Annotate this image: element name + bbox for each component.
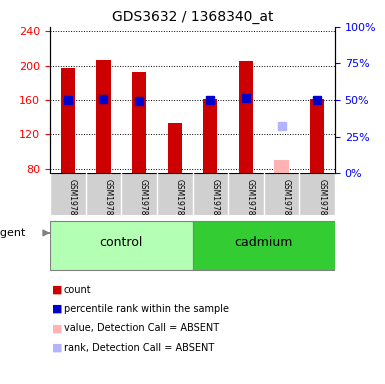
Bar <box>275 160 289 173</box>
Text: GSM197839: GSM197839 <box>317 179 326 225</box>
Text: GSM197834: GSM197834 <box>139 179 148 225</box>
Text: value, Detection Call = ABSENT: value, Detection Call = ABSENT <box>64 323 219 333</box>
Bar <box>50 221 192 270</box>
Text: control: control <box>100 236 143 249</box>
Text: ■: ■ <box>52 304 62 314</box>
Text: percentile rank within the sample: percentile rank within the sample <box>64 304 229 314</box>
Bar <box>310 99 324 173</box>
Text: GSM197838: GSM197838 <box>281 179 291 225</box>
Text: rank, Detection Call = ABSENT: rank, Detection Call = ABSENT <box>64 343 214 353</box>
Title: GDS3632 / 1368340_at: GDS3632 / 1368340_at <box>112 10 273 25</box>
Text: ■: ■ <box>52 323 62 333</box>
Text: GSM197837: GSM197837 <box>246 179 255 225</box>
Text: agent: agent <box>0 228 26 238</box>
Text: GSM197836: GSM197836 <box>210 179 219 225</box>
Bar <box>192 221 335 270</box>
Bar <box>167 123 182 173</box>
Text: cadmium: cadmium <box>234 236 293 249</box>
Bar <box>132 71 146 173</box>
Text: ■: ■ <box>52 343 62 353</box>
Bar <box>203 99 218 173</box>
Text: GSM197833: GSM197833 <box>104 179 112 225</box>
Bar <box>96 60 110 173</box>
Bar <box>61 68 75 173</box>
Bar <box>239 61 253 173</box>
Text: count: count <box>64 285 91 295</box>
Text: GSM197832: GSM197832 <box>68 179 77 225</box>
Text: GSM197835: GSM197835 <box>175 179 184 225</box>
Text: ■: ■ <box>52 285 62 295</box>
